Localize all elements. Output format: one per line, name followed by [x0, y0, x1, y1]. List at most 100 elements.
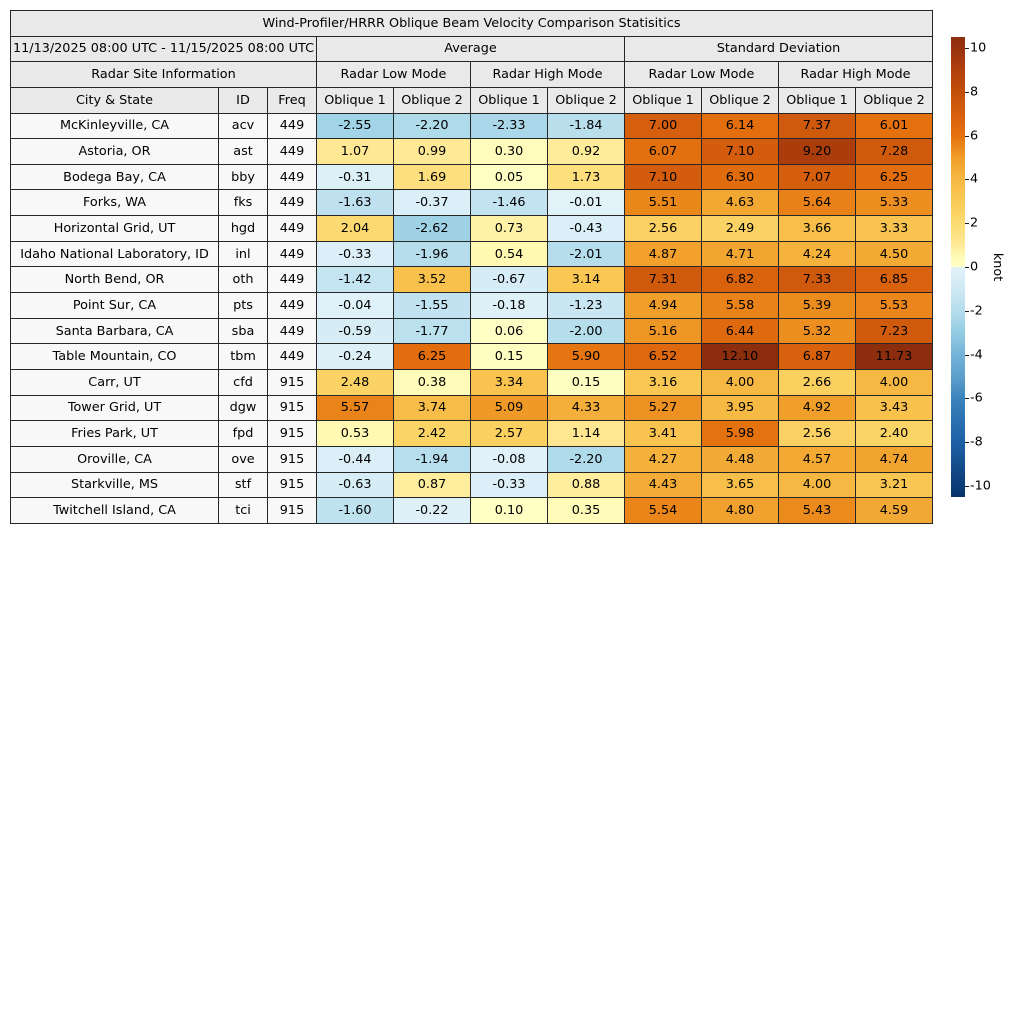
value-cell: 5.90: [547, 343, 625, 370]
site-freq-cell: 915: [267, 471, 317, 499]
table-row: Astoria, OR ast 449 1.07 0.99 0.30 0.92 6.07 7.1…: [10, 138, 933, 165]
value-cell: 5.33: [855, 189, 933, 217]
value-cell: -0.18: [470, 292, 548, 319]
site-freq-cell: 449: [267, 266, 317, 294]
value-cell: 0.53: [316, 420, 394, 447]
sd-low-mode-header: Radar Low Mode: [624, 61, 779, 88]
table-row: Forks, WA fks 449 -1.63 -0.37 -1.46 -0.01 5.51 4…: [10, 189, 933, 217]
value-cell: 0.15: [547, 368, 625, 396]
value-cell: 4.92: [778, 394, 856, 422]
value-cell: 0.73: [470, 215, 548, 242]
value-cell: 5.51: [624, 189, 702, 217]
value-cell: 0.54: [470, 240, 548, 268]
value-cell: 6.25: [855, 163, 933, 191]
site-info-header: Radar Site Information: [10, 61, 317, 88]
colorbar-tick-mark: [965, 442, 969, 444]
value-cell: 6.14: [701, 112, 779, 140]
value-cell: 4.00: [855, 368, 933, 396]
col-avg-high-oblique2: Oblique 2: [547, 86, 625, 114]
table-row: Point Sur, CA pts 449 -0.04 -1.55 -0.18 -1.23 4…: [10, 292, 933, 319]
value-cell: -2.20: [547, 445, 625, 473]
value-cell: 4.71: [701, 240, 779, 268]
value-cell: 4.43: [624, 471, 702, 499]
value-cell: 0.99: [393, 138, 471, 165]
colorbar-tick-mark: [965, 267, 969, 268]
value-cell: -1.63: [316, 189, 394, 217]
site-freq-cell: 449: [267, 189, 317, 217]
colorbar-tick-label: 10: [970, 40, 987, 56]
table-row: Table Mountain, CO tbm 449 -0.24 6.25 0.15 5.9…: [10, 343, 933, 370]
value-cell: -2.33: [470, 112, 548, 140]
value-cell: 1.73: [547, 163, 625, 191]
value-cell: 3.21: [855, 471, 933, 499]
value-cell: 5.16: [624, 317, 702, 345]
site-city-cell: Starkville, MS: [10, 471, 219, 499]
site-freq-cell: 915: [267, 420, 317, 447]
value-cell: 6.01: [855, 112, 933, 140]
value-cell: 3.14: [547, 266, 625, 294]
value-cell: 4.00: [778, 471, 856, 499]
value-cell: 2.48: [316, 368, 394, 396]
value-cell: 3.16: [624, 368, 702, 396]
value-cell: 7.31: [624, 266, 702, 294]
site-city-cell: Twitchell Island, CA: [10, 497, 219, 524]
value-cell: -2.20: [393, 112, 471, 140]
value-cell: 3.74: [393, 394, 471, 422]
value-cell: -2.55: [316, 112, 394, 140]
value-cell: 1.07: [316, 138, 394, 165]
value-cell: -0.33: [316, 240, 394, 268]
value-cell: 6.44: [701, 317, 779, 345]
table-row: Tower Grid, UT dgw 915 5.57 3.74 5.09 4.33 5.27…: [10, 394, 933, 422]
site-city-cell: Tower Grid, UT: [10, 394, 219, 422]
table-row: Starkville, MS stf 915 -0.63 0.87 -0.33 0.88 4.…: [10, 471, 933, 499]
value-cell: -0.37: [393, 189, 471, 217]
value-cell: -0.31: [316, 163, 394, 191]
table-row: Twitchell Island, CA tci 915 -1.60 -0.22 0.10…: [10, 497, 933, 524]
value-cell: 3.95: [701, 394, 779, 422]
value-cell: 6.30: [701, 163, 779, 191]
table-body: McKinleyville, CA acv 449 -2.55 -2.20 -2.33 -1…: [10, 112, 933, 524]
value-cell: 5.98: [701, 420, 779, 447]
value-cell: 4.00: [701, 368, 779, 396]
value-cell: 4.33: [547, 394, 625, 422]
value-cell: 6.07: [624, 138, 702, 165]
site-id-cell: bby: [218, 163, 268, 191]
value-cell: 2.49: [701, 215, 779, 242]
col-avg-low-oblique1: Oblique 1: [316, 86, 394, 114]
site-city-cell: Forks, WA: [10, 189, 219, 217]
site-city-cell: Bodega Bay, CA: [10, 163, 219, 191]
value-cell: 2.04: [316, 215, 394, 242]
value-cell: -0.67: [470, 266, 548, 294]
value-cell: -0.59: [316, 317, 394, 345]
value-cell: 4.94: [624, 292, 702, 319]
value-cell: 3.33: [855, 215, 933, 242]
site-freq-cell: 915: [267, 445, 317, 473]
value-cell: 5.64: [778, 189, 856, 217]
value-cell: 5.57: [316, 394, 394, 422]
mode-header-row: Radar Site Information Radar Low Mode Ra…: [10, 61, 933, 88]
column-header-row: City & State ID Freq Oblique 1 Oblique 2…: [10, 86, 933, 114]
value-cell: 7.28: [855, 138, 933, 165]
velocity-comparison-table: Wind-Profiler/HRRR Oblique Beam Velocity…: [10, 10, 933, 524]
group-header-row: 11/13/2025 08:00 UTC - 11/15/2025 08:00 …: [10, 35, 933, 63]
date-range: 11/13/2025 08:00 UTC - 11/15/2025 08:00 …: [10, 35, 317, 63]
site-freq-cell: 449: [267, 163, 317, 191]
colorbar-tick-mark: [965, 179, 969, 181]
table-row: North Bend, OR oth 449 -1.42 3.52 -0.67 3.14 7.…: [10, 266, 933, 294]
colorbar-tick-mark: [965, 47, 969, 49]
group-average-header: Average: [316, 35, 625, 63]
value-cell: 5.32: [778, 317, 856, 345]
colorbar-tick-mark: [965, 310, 969, 312]
value-cell: 7.07: [778, 163, 856, 191]
value-cell: 5.09: [470, 394, 548, 422]
value-cell: -1.60: [316, 497, 394, 524]
site-id-cell: fpd: [218, 420, 268, 447]
value-cell: 0.30: [470, 138, 548, 165]
col-avg-high-oblique1: Oblique 1: [470, 86, 548, 114]
site-city-cell: Horizontal Grid, UT: [10, 215, 219, 242]
colorbar-tick-mark: [965, 398, 969, 400]
value-cell: 4.24: [778, 240, 856, 268]
colorbar-unit-label: knot: [990, 252, 1005, 282]
value-cell: 2.40: [855, 420, 933, 447]
